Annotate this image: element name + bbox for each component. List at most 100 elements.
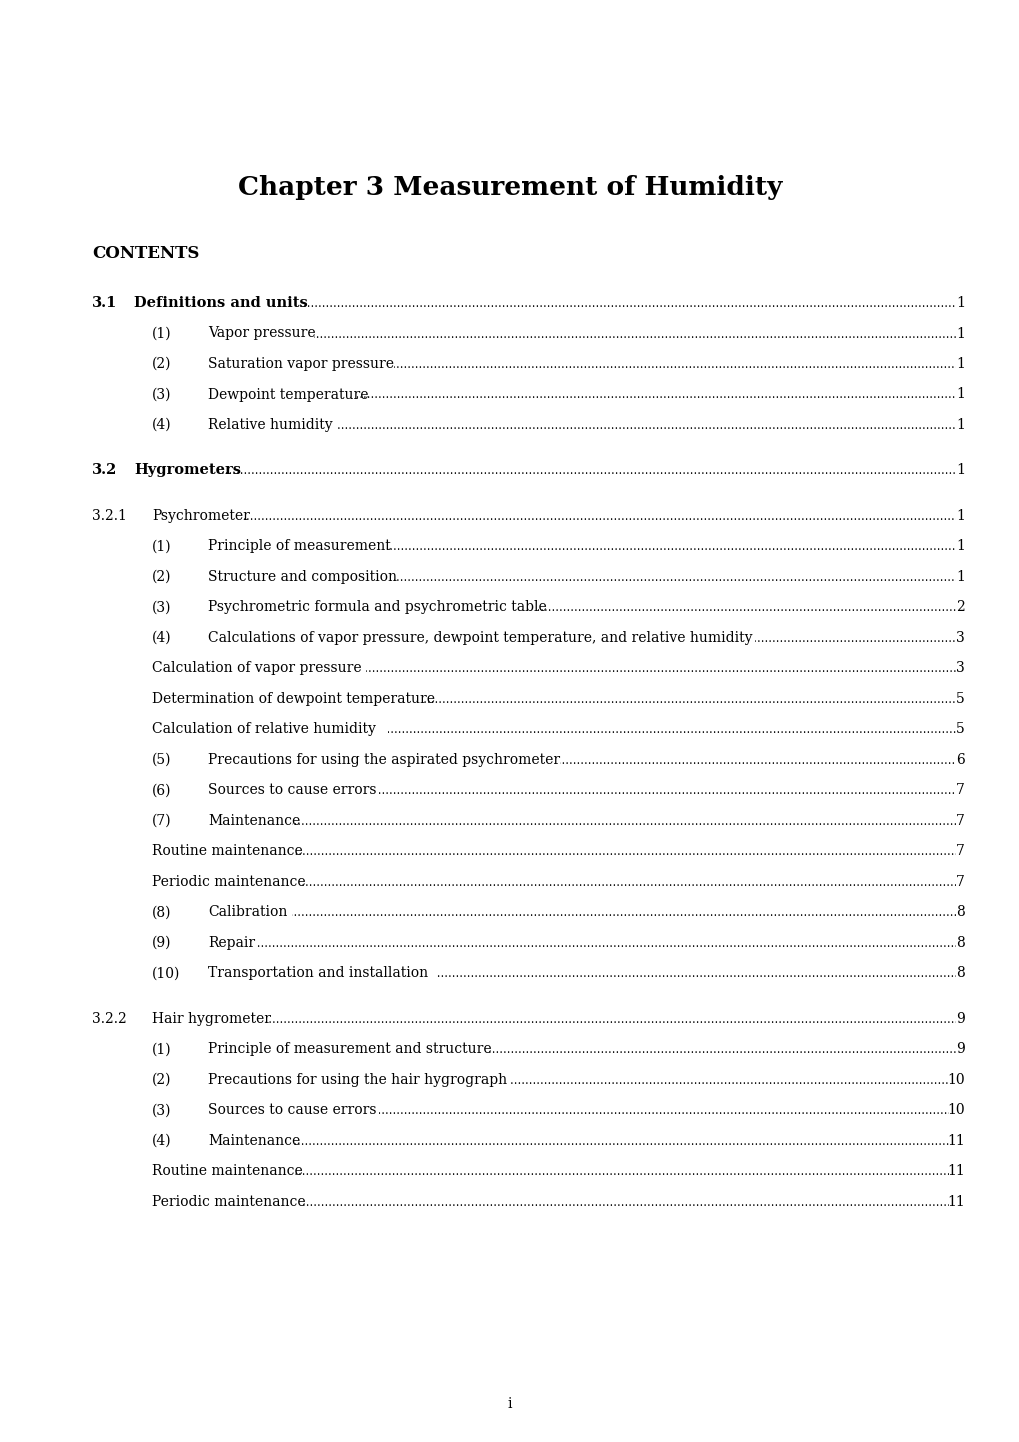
Text: (6): (6) xyxy=(152,783,171,797)
Text: (10): (10) xyxy=(152,966,180,981)
Text: (4): (4) xyxy=(152,632,171,645)
Text: ................................................................................: ........................................… xyxy=(61,907,1019,920)
Text: ................................................................................: ........................................… xyxy=(59,1165,1019,1178)
Text: 1: 1 xyxy=(955,358,964,371)
Text: 1: 1 xyxy=(955,326,964,340)
Text: 11: 11 xyxy=(947,1165,964,1178)
Text: 1: 1 xyxy=(955,388,964,401)
Text: ................................................................................: ........................................… xyxy=(101,1105,1019,1118)
Text: Determination of dewpoint temperature: Determination of dewpoint temperature xyxy=(152,692,434,707)
Text: (2): (2) xyxy=(152,570,171,584)
Text: ................................................................................: ........................................… xyxy=(105,784,1019,797)
Text: ................................................................................: ........................................… xyxy=(61,815,1019,828)
Text: ................................................................................: ........................................… xyxy=(127,694,1019,707)
Text: Relative humidity: Relative humidity xyxy=(208,418,332,433)
Text: Calculation of vapor pressure: Calculation of vapor pressure xyxy=(152,662,362,675)
Text: ................................................................................: ........................................… xyxy=(292,632,1019,645)
Text: 1: 1 xyxy=(955,539,964,554)
Text: (1): (1) xyxy=(152,1043,171,1057)
Text: ................................................................................: ........................................… xyxy=(94,388,1019,401)
Text: ................................................................................: ........................................… xyxy=(112,358,1019,371)
Text: (2): (2) xyxy=(152,358,171,371)
Text: Repair: Repair xyxy=(208,936,255,950)
Text: 8: 8 xyxy=(956,966,964,981)
Text: ................................................................................: ........................................… xyxy=(184,601,1019,614)
Text: ................................................................................: ........................................… xyxy=(66,875,1019,890)
Text: Calculation of relative humidity: Calculation of relative humidity xyxy=(152,722,376,737)
Text: 11: 11 xyxy=(947,1195,964,1208)
Text: (1): (1) xyxy=(152,539,171,554)
Text: 8: 8 xyxy=(956,906,964,920)
Text: ................................................................................: ........................................… xyxy=(62,1195,1019,1208)
Text: Calibration: Calibration xyxy=(208,906,287,920)
Text: Routine maintenance: Routine maintenance xyxy=(152,1165,303,1178)
Text: Definitions and units: Definitions and units xyxy=(133,296,308,310)
Text: (2): (2) xyxy=(152,1073,171,1087)
Text: Principle of measurement: Principle of measurement xyxy=(208,539,390,554)
Text: 8: 8 xyxy=(956,936,964,950)
Text: Sources to cause errors: Sources to cause errors xyxy=(208,1103,376,1118)
Text: 3.2.1: 3.2.1 xyxy=(92,509,126,523)
Text: Chapter 3 Measurement of Humidity: Chapter 3 Measurement of Humidity xyxy=(237,174,782,199)
Text: ................................................................................: ........................................… xyxy=(133,968,1019,981)
Text: 1: 1 xyxy=(955,570,964,584)
Text: 5: 5 xyxy=(956,722,964,737)
Text: (5): (5) xyxy=(152,753,171,767)
Text: ................................................................................: ........................................… xyxy=(72,327,1019,340)
Text: 3: 3 xyxy=(956,632,964,645)
Text: Hair hygrometer: Hair hygrometer xyxy=(152,1012,271,1027)
Text: ................................................................................: ........................................… xyxy=(84,420,1019,433)
Text: ................................................................................: ........................................… xyxy=(48,1012,1019,1027)
Text: (9): (9) xyxy=(152,936,171,950)
Text: Periodic maintenance: Periodic maintenance xyxy=(152,1195,306,1208)
Text: 9: 9 xyxy=(956,1043,964,1057)
Text: 6: 6 xyxy=(956,753,964,767)
Text: ................................................................................: ........................................… xyxy=(159,1044,1019,1057)
Text: 2: 2 xyxy=(956,600,964,614)
Text: 7: 7 xyxy=(955,875,964,890)
Text: 3.2.2: 3.2.2 xyxy=(92,1012,126,1027)
Text: ................................................................................: ........................................… xyxy=(58,1135,1019,1148)
Text: (3): (3) xyxy=(152,388,171,401)
Text: (1): (1) xyxy=(152,326,171,340)
Text: 11: 11 xyxy=(947,1133,964,1148)
Text: (7): (7) xyxy=(152,813,171,828)
Text: Saturation vapor pressure: Saturation vapor pressure xyxy=(208,358,393,371)
Text: Sources to cause errors: Sources to cause errors xyxy=(208,783,376,797)
Text: i: i xyxy=(507,1397,512,1412)
Text: Transportation and installation: Transportation and installation xyxy=(208,966,428,981)
Text: Vapor pressure: Vapor pressure xyxy=(208,326,315,340)
Text: 1: 1 xyxy=(955,296,964,310)
Text: ................................................................................: ........................................… xyxy=(166,1074,1019,1087)
Text: 5: 5 xyxy=(956,692,964,707)
Text: 7: 7 xyxy=(955,813,964,828)
Text: (4): (4) xyxy=(152,1133,171,1148)
Text: ................................................................................: ........................................… xyxy=(99,662,1019,675)
Text: Principle of measurement and structure: Principle of measurement and structure xyxy=(208,1043,491,1057)
Text: 7: 7 xyxy=(955,783,964,797)
Text: ................................................................................: ........................................… xyxy=(44,937,1019,950)
Text: Periodic maintenance: Periodic maintenance xyxy=(152,875,306,890)
Text: Dewpoint temperature: Dewpoint temperature xyxy=(208,388,368,401)
Text: Structure and composition: Structure and composition xyxy=(208,570,396,584)
Text: 1: 1 xyxy=(955,463,964,477)
Text: 10: 10 xyxy=(947,1073,964,1087)
Text: (8): (8) xyxy=(152,906,171,920)
Text: ................................................................................: ........................................… xyxy=(112,571,1019,584)
Text: 1: 1 xyxy=(955,509,964,523)
Text: ................................................................................: ........................................… xyxy=(26,464,1019,477)
Text: ................................................................................: ........................................… xyxy=(64,297,1019,310)
Text: Hygrometers: Hygrometers xyxy=(133,463,240,477)
Text: 3.1: 3.1 xyxy=(92,296,117,310)
Text: ................................................................................: ........................................… xyxy=(37,510,1019,523)
Text: 10: 10 xyxy=(947,1103,964,1118)
Text: Routine maintenance: Routine maintenance xyxy=(152,845,303,858)
Text: Maintenance: Maintenance xyxy=(208,1133,300,1148)
Text: CONTENTS: CONTENTS xyxy=(92,245,199,262)
Text: ................................................................................: ........................................… xyxy=(195,754,1019,767)
Text: Calculations of vapor pressure, dewpoint temperature, and relative humidity: Calculations of vapor pressure, dewpoint… xyxy=(208,632,752,645)
Text: (3): (3) xyxy=(152,1103,171,1118)
Text: Psychrometric formula and psychrometric table: Psychrometric formula and psychrometric … xyxy=(208,600,546,614)
Text: (4): (4) xyxy=(152,418,171,433)
Text: 9: 9 xyxy=(956,1012,964,1027)
